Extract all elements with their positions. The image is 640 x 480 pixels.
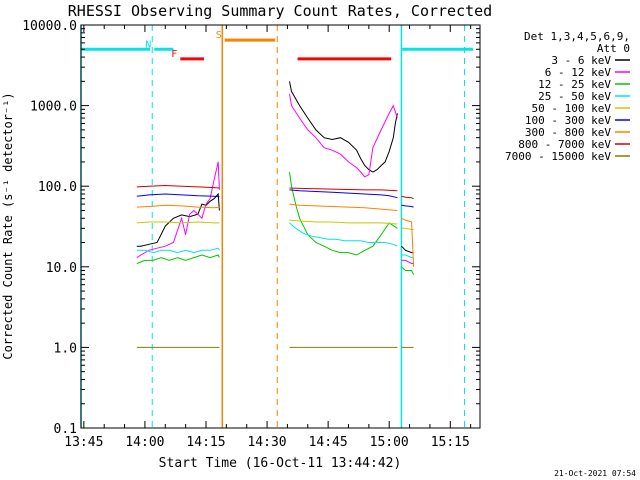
series-line bbox=[289, 171, 398, 256]
series-line bbox=[401, 245, 414, 254]
series-line bbox=[136, 193, 220, 198]
series-line bbox=[136, 192, 220, 247]
series-line bbox=[136, 184, 220, 189]
series-line bbox=[401, 259, 414, 264]
y-axis-label: Corrected Count Rate (s⁻¹ detector⁻¹) bbox=[1, 92, 15, 359]
series-line bbox=[401, 254, 414, 259]
x-tick-label: 14:45 bbox=[309, 435, 348, 450]
series-line bbox=[289, 189, 398, 199]
series-line bbox=[136, 204, 220, 209]
y-tick-label: 1000.0 bbox=[30, 100, 77, 115]
legend-entry: 12 - 25 keV bbox=[538, 78, 611, 91]
y-tick-label: 1.0 bbox=[54, 341, 77, 356]
series-line bbox=[401, 266, 415, 275]
legend-entry: 800 - 7000 keV bbox=[518, 138, 611, 151]
series-line bbox=[401, 195, 414, 200]
x-axis-label: Start Time (16-Oct-11 13:44:42) bbox=[159, 456, 402, 471]
series-line bbox=[136, 254, 220, 264]
series-line bbox=[136, 221, 220, 224]
series-line bbox=[289, 219, 398, 225]
chart-title: RHESSI Observing Summary Count Rates, Co… bbox=[68, 2, 492, 20]
series-line bbox=[289, 203, 398, 211]
x-axis: 13:45 14:00 14:15 14:30 14:45 15:00 15:15 bbox=[64, 25, 472, 450]
y-tick-label: 10000.0 bbox=[22, 19, 77, 34]
plot-area: N F S bbox=[80, 25, 474, 428]
series-line bbox=[289, 93, 398, 178]
legend-entry: 3 - 6 keV bbox=[551, 54, 611, 67]
x-tick-label: 14:15 bbox=[186, 435, 225, 450]
flag-label: N bbox=[145, 39, 151, 50]
x-tick-label: 13:45 bbox=[64, 435, 103, 450]
legend-header-line-1: Det 1,3,4,5,6,9, bbox=[524, 30, 630, 43]
legend-entry: 25 - 50 keV bbox=[538, 90, 611, 103]
flag-label: S bbox=[216, 30, 222, 41]
y-axis: 0.1 1.0 10.0 100.0 1000.0 10000.0 bbox=[22, 19, 480, 437]
legend-entry: 6 - 12 keV bbox=[545, 66, 612, 79]
x-tick-label: 15:00 bbox=[370, 435, 409, 450]
series-line bbox=[401, 227, 414, 230]
plot-frame bbox=[80, 24, 481, 429]
series-line bbox=[136, 161, 220, 259]
series-line bbox=[289, 187, 398, 192]
x-tick-label: 14:30 bbox=[247, 435, 286, 450]
legend-entry: 100 - 300 keV bbox=[525, 114, 611, 127]
x-tick-label: 15:15 bbox=[431, 435, 470, 450]
y-tick-label: 100.0 bbox=[38, 180, 77, 195]
series-line bbox=[289, 81, 398, 173]
series-line bbox=[136, 247, 220, 254]
flag-label: F bbox=[171, 49, 177, 60]
timestamp: 21-Oct-2021 07:54 bbox=[554, 469, 636, 478]
series-line bbox=[401, 217, 415, 267]
x-tick-label: 14:00 bbox=[125, 435, 164, 450]
legend-entry: 7000 - 15000 keV bbox=[505, 150, 611, 163]
series-line bbox=[289, 222, 398, 247]
legend-entry: 300 - 800 keV bbox=[525, 126, 611, 139]
legend-entry: 50 - 100 keV bbox=[532, 102, 612, 115]
y-tick-label: 0.1 bbox=[54, 422, 77, 437]
legend-header-line-2: Att 0 bbox=[597, 42, 630, 55]
series-line bbox=[401, 204, 414, 208]
y-tick-label: 10.0 bbox=[46, 261, 77, 276]
